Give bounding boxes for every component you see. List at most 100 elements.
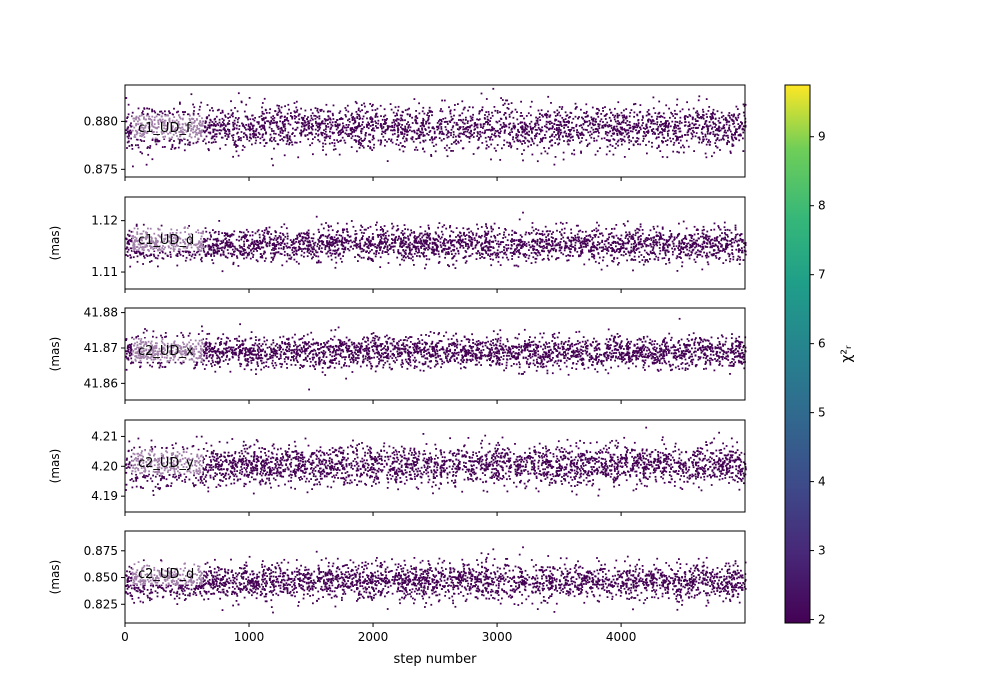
trace-point [544,136,547,139]
trace-point [210,124,213,126]
trace-point [577,131,579,134]
trace-point [479,257,482,260]
trace-point [299,141,302,143]
trace-point [521,115,524,117]
trace-point [164,146,166,148]
trace-point [257,131,260,134]
trace-point [153,110,156,112]
trace-point [608,125,611,127]
trace-point [664,126,667,128]
trace-point [589,134,591,137]
trace-point [355,102,358,105]
trace-point [438,137,441,139]
trace-point [706,126,709,128]
trace-point [543,245,545,247]
trace-point [613,116,616,119]
trace-point [603,124,606,127]
trace-point [725,259,727,262]
trace-point [587,114,589,117]
trace-point [475,234,478,237]
trace-point [330,254,333,257]
trace-point [705,113,708,116]
trace-point [720,239,723,242]
trace-point [493,127,496,130]
trace-point [307,120,310,123]
trace-point [335,261,338,264]
trace-point [491,126,493,128]
trace-point [321,134,324,137]
trace-point [303,127,306,130]
trace-point [212,130,215,132]
trace-point [662,242,665,245]
trace-point [307,126,310,129]
trace-point [580,140,583,143]
trace-point [674,117,676,119]
trace-point [643,249,646,252]
trace-point [254,243,257,245]
trace-point [538,116,541,119]
trace-point [738,134,741,136]
trace-point [652,239,655,242]
trace-point [226,243,229,246]
trace-point [397,131,399,134]
trace-point [286,242,289,245]
trace-point [626,233,629,236]
trace-point [596,112,599,114]
trace-point [542,115,544,118]
trace-point [227,128,229,131]
trace-point [330,258,333,261]
trace-point [616,134,619,136]
trace-point [729,260,731,263]
trace-point [537,251,539,254]
trace-point [533,142,535,145]
trace-point [280,106,283,109]
trace-point [626,259,628,262]
trace-point [550,247,553,250]
trace-point [444,126,447,128]
trace-point [486,234,488,236]
trace-point [545,230,548,233]
trace-point [295,141,298,144]
trace-point [672,115,675,117]
trace-point [625,116,628,119]
trace-point [376,244,379,247]
trace-point [440,126,443,128]
trace-point [713,228,716,231]
trace-point [129,129,132,132]
trace-point [245,134,248,137]
trace-point [367,244,370,247]
trace-point [317,111,320,114]
trace-point [699,253,702,256]
trace-point [279,130,282,133]
trace-point [355,127,357,129]
trace-point [403,146,406,148]
trace-point [295,100,298,103]
trace-point [481,253,484,256]
trace-point [558,246,561,249]
trace-point [259,137,262,140]
trace-point [535,135,538,138]
trace-point [354,239,357,242]
trace-point [399,245,401,248]
trace-point [411,116,413,119]
trace-point [420,122,423,124]
trace-point [199,105,201,108]
trace-point [476,223,478,226]
trace-point [216,237,219,240]
trace-point [450,150,452,152]
trace-point [275,124,278,127]
trace-point [177,146,180,149]
trace-point [632,238,634,240]
trace-point [291,115,293,118]
trace-point [234,107,236,109]
trace-point [606,121,609,124]
trace-point [498,135,501,138]
trace-point [712,122,715,125]
trace-point [274,140,277,142]
trace-point [659,131,661,134]
trace-point [568,135,571,137]
trace-point [583,263,586,266]
trace-point [322,132,324,134]
trace-point [371,109,374,112]
trace-point [392,111,395,114]
